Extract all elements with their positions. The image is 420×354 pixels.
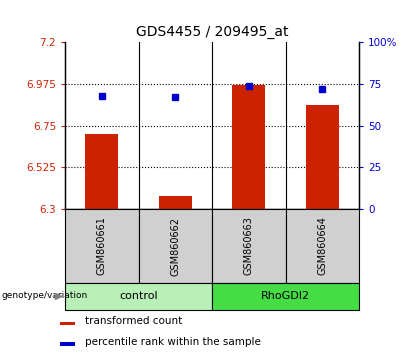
Bar — [60, 321, 75, 325]
Text: GSM860663: GSM860663 — [244, 217, 254, 275]
Bar — [85, 135, 118, 209]
Bar — [286, 209, 359, 283]
Title: GDS4455 / 209495_at: GDS4455 / 209495_at — [136, 25, 289, 39]
Text: GSM860661: GSM860661 — [97, 217, 107, 275]
Bar — [60, 342, 75, 346]
Bar — [306, 105, 339, 209]
Text: GSM860664: GSM860664 — [318, 217, 327, 275]
Bar — [159, 195, 192, 209]
Text: percentile rank within the sample: percentile rank within the sample — [85, 337, 260, 347]
Bar — [212, 283, 359, 310]
Bar — [232, 85, 265, 209]
Text: genotype/variation: genotype/variation — [1, 291, 87, 301]
Text: control: control — [119, 291, 158, 302]
Bar — [139, 209, 212, 283]
Text: GSM860662: GSM860662 — [171, 217, 180, 275]
Text: transformed count: transformed count — [85, 316, 182, 326]
Text: RhoGDI2: RhoGDI2 — [261, 291, 310, 302]
Bar — [65, 209, 139, 283]
Bar — [212, 209, 286, 283]
Bar — [65, 283, 212, 310]
